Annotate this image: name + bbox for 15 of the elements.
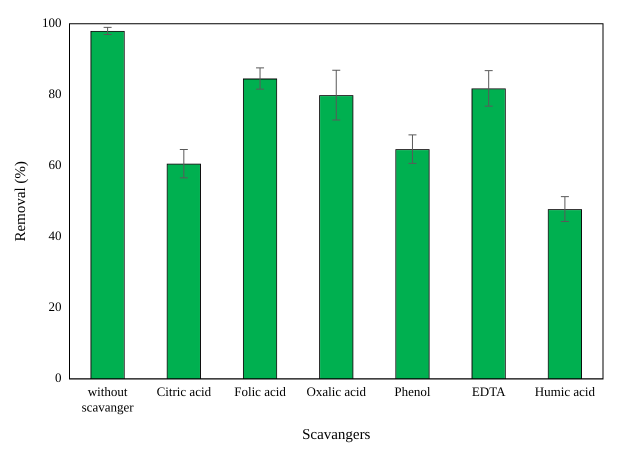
y-tick-label: 60 xyxy=(48,157,62,172)
y-tick-label: 80 xyxy=(48,86,62,102)
y-tick-label: 40 xyxy=(48,228,62,244)
x-tick-label: Phenol xyxy=(394,384,431,400)
x-tick-label: without scavanger xyxy=(82,384,134,415)
x-tick-label: Folic acid xyxy=(234,384,286,400)
x-tick-label: Humic acid xyxy=(534,384,596,400)
x-tick-label: EDTA xyxy=(472,384,506,400)
x-tick-label: Oxalic acid xyxy=(306,384,367,400)
x-axis-title: Scavangers xyxy=(302,426,371,443)
y-tick-label: 20 xyxy=(48,299,62,314)
x-tick-label: Citric acid xyxy=(156,384,212,400)
y-tick-label: 0 xyxy=(55,370,62,386)
y-tick-label: 100 xyxy=(42,15,62,30)
y-axis-title: Removal (%) xyxy=(12,161,29,242)
